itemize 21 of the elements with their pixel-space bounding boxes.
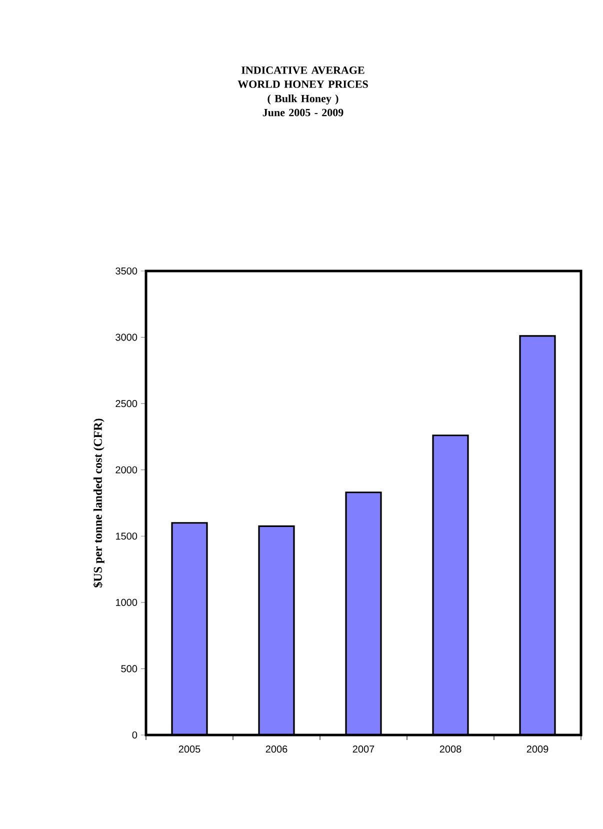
x-tick-label: 2005 [178,746,200,753]
y-tick-label: 3500 [116,267,138,275]
y-tick-label: 500 [121,665,138,672]
chart-title: INDICATIVE AVERAGE WORLD HONEY PRICES [238,66,368,88]
y-tick-label: 1500 [116,532,138,540]
x-tick-label: 2007 [352,746,374,753]
x-tick-label: 2009 [526,746,548,753]
x-tick-label: 2006 [266,746,288,753]
bar [519,335,556,735]
chart-subtitle: ( Bulk Honey ) June 2005 - 2009 [262,94,344,116]
y-tick-label: 2500 [116,400,138,408]
bar [432,434,469,735]
y-tick-label: 1000 [116,598,138,606]
y-axis-title: $US per tonne landed cost (CFR) [93,418,104,588]
bar [171,522,208,735]
bar [258,525,295,735]
y-tick-label: 0 [132,731,138,739]
x-tick-label: 2008 [440,746,462,753]
y-tick-label: 3000 [116,334,138,341]
y-tick-label: 2000 [116,466,138,474]
bar [345,492,382,735]
